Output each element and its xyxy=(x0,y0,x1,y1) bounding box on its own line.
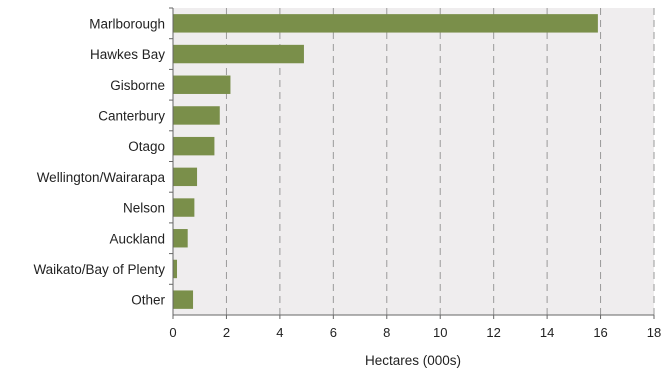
axes xyxy=(172,8,654,316)
bar xyxy=(173,14,598,33)
x-tick-label: 8 xyxy=(383,325,390,340)
x-tick-label: 12 xyxy=(486,325,500,340)
x-tick-label: 14 xyxy=(540,325,554,340)
category-label: Nelson xyxy=(123,201,165,216)
category-label: Other xyxy=(131,293,165,308)
x-tick-label: 2 xyxy=(223,325,230,340)
x-tick-label: 4 xyxy=(276,325,283,340)
bar xyxy=(173,290,194,309)
x-tick-label: 10 xyxy=(433,325,447,340)
x-tick-label: 6 xyxy=(330,325,337,340)
category-label: Marlborough xyxy=(89,16,165,31)
bar xyxy=(173,167,198,187)
category-labels: Marlborough Hawkes Bay Gisborne Canterbury O… xyxy=(33,16,165,307)
category-label: Canterbury xyxy=(98,108,165,123)
bar xyxy=(173,198,195,217)
bar xyxy=(173,259,178,279)
x-tick-label: 18 xyxy=(647,325,661,340)
x-tick-label: 0 xyxy=(169,325,176,340)
bar xyxy=(173,75,231,94)
bar xyxy=(173,229,188,248)
category-label: Auckland xyxy=(109,231,165,246)
category-label: Waikato/Bay of Plenty xyxy=(33,262,165,277)
bar xyxy=(173,136,215,156)
bar xyxy=(173,106,220,125)
bars xyxy=(169,7,598,309)
category-label: Gisborne xyxy=(110,78,165,93)
bar xyxy=(173,44,304,64)
category-label: Hawkes Bay xyxy=(90,47,165,62)
category-label: Wellington/Wairarapa xyxy=(37,170,166,185)
x-tick-labels: 0 2 4 6 8 10 12 14 16 18 xyxy=(169,315,661,340)
x-axis-title: Hectares (000s) xyxy=(365,353,461,368)
x-tick-label: 16 xyxy=(593,325,607,340)
category-label: Otago xyxy=(128,139,165,154)
